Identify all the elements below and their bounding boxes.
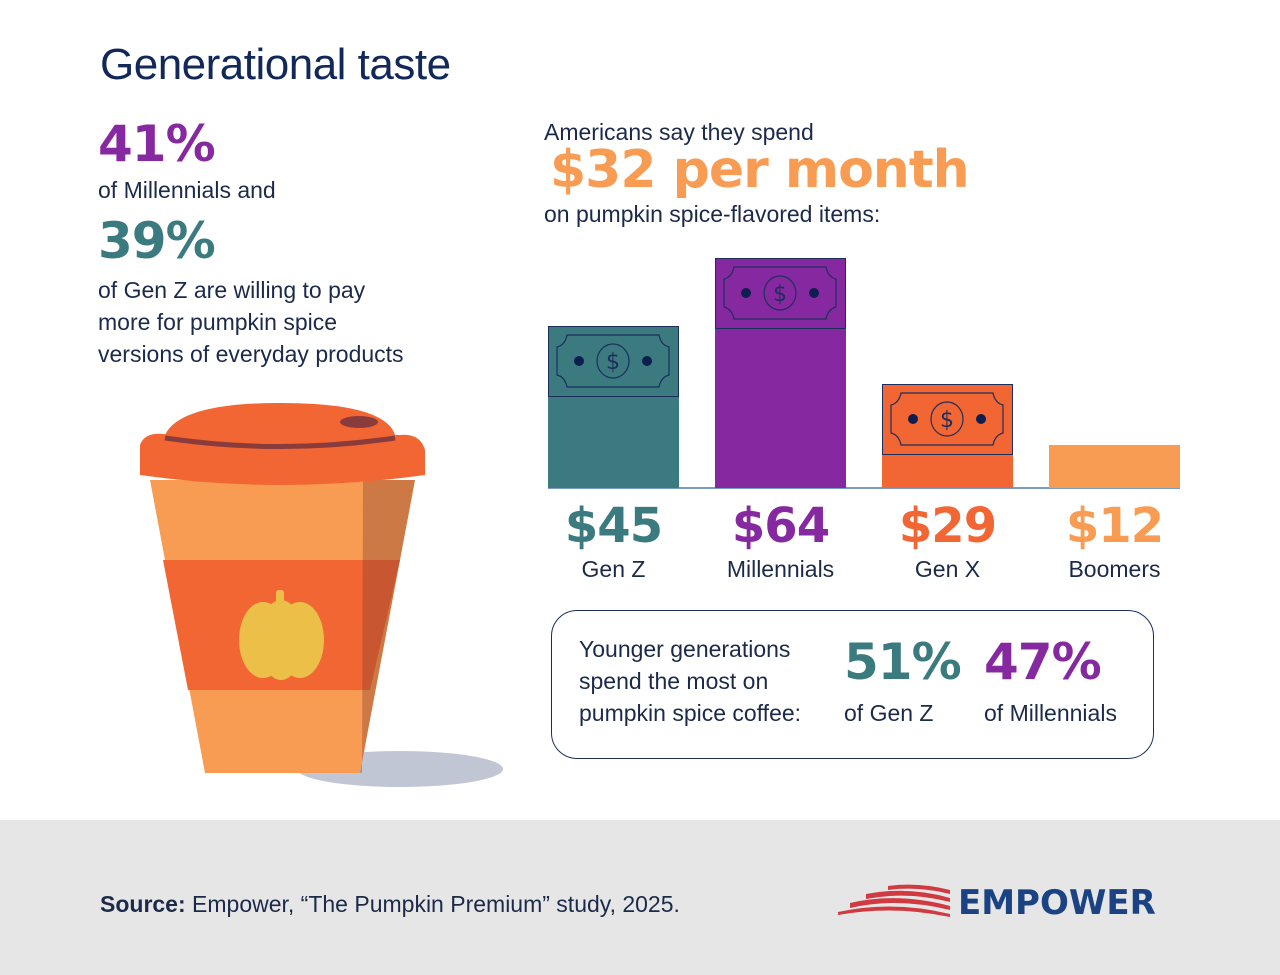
empower-flag-icon (838, 884, 950, 917)
genz-stat: 39% (98, 212, 216, 270)
genz-coffee-label: of Gen Z (844, 700, 934, 726)
spending-bar-chart: $ $45 Gen Z $ $64 Millennials $ $29 Gen X $12 Boom… (548, 240, 1180, 600)
millennials-coffee-stat: 47% (984, 633, 1102, 691)
genz-coffee-stat: 51% (844, 633, 962, 691)
source-note: Source: Empower, “The Pumpkin Premium” s… (100, 888, 680, 920)
source-label: Source: (100, 891, 186, 917)
coffee-cup-illustration (140, 403, 503, 787)
line: more for pumpkin spice (98, 309, 338, 335)
svg-text:$: $ (606, 350, 620, 375)
millennials-stat-text: of Millennials and (98, 177, 276, 203)
baseline (548, 487, 1180, 489)
pumpkin-icon (239, 590, 324, 680)
source-text: Empower, “The Pumpkin Premium” study, 20… (185, 891, 680, 917)
dollar-bill-icon: $ (882, 383, 1013, 455)
bar-gen-z: $ (548, 326, 679, 488)
line: pumpkin spice coffee: (579, 700, 802, 726)
value-label: $29 (898, 498, 997, 554)
bar-boomers (1049, 444, 1180, 488)
value-label: $45 (564, 498, 663, 554)
empower-logo: EMPOWER (958, 883, 1156, 923)
line: spend the most on (579, 668, 769, 694)
line: Younger generations (579, 636, 791, 662)
category-label: Gen Z (581, 556, 646, 582)
line: versions of everyday products (98, 341, 404, 367)
millennials-stat: 41% (98, 115, 216, 173)
callout-text: Younger generations spend the most on pu… (579, 633, 801, 729)
millennials-coffee-label: of Millennials (984, 700, 1117, 726)
svg-text:$: $ (940, 408, 954, 433)
page-title: Generational taste (100, 40, 451, 89)
coffee-callout-box: Younger generations spend the most on pu… (551, 610, 1154, 759)
value-label: $64 (731, 498, 830, 554)
category-label: Gen X (914, 556, 981, 582)
svg-text:$: $ (773, 282, 787, 307)
dollar-bill-icon: $ (715, 257, 846, 329)
headline-post: on pumpkin spice-flavored items: (544, 201, 881, 227)
bar-gen-x: $ (882, 383, 1013, 488)
footer: Source: Empower, “The Pumpkin Premium” s… (0, 820, 1280, 975)
category-label: Millennials (726, 556, 835, 582)
value-label: $12 (1065, 498, 1164, 554)
genz-stat-text: of Gen Z are willing to pay more for pum… (98, 274, 404, 370)
bar-millennials: $ (715, 257, 846, 488)
category-label: Boomers (1068, 556, 1161, 582)
dollar-bill-icon: $ (548, 326, 679, 397)
line: of Gen Z are willing to pay (98, 277, 366, 303)
headline-pre: Americans say they spend (544, 119, 814, 145)
headline-amount: $32 per month (550, 140, 970, 200)
